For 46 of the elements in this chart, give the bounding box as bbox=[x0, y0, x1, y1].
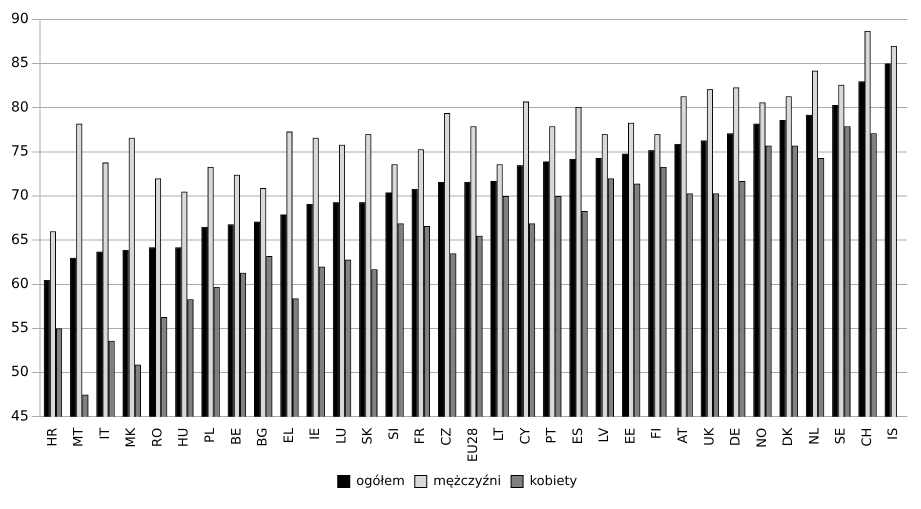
x-tick-label: MT bbox=[72, 428, 87, 447]
x-tick-label: FR bbox=[413, 428, 428, 444]
legend-label: ogółem bbox=[356, 474, 405, 489]
y-tick-label: 80 bbox=[10, 99, 29, 116]
x-tick-label: AT bbox=[676, 428, 692, 444]
x-tick-label: RO bbox=[150, 428, 166, 447]
x-tick-label: NL bbox=[807, 426, 822, 445]
x-tick-label: MK bbox=[124, 427, 140, 448]
x-tick-label: LT bbox=[492, 428, 508, 442]
x-tick-label: CH bbox=[860, 428, 875, 447]
y-tick-label: 50 bbox=[10, 364, 29, 380]
x-tick-label: EU28 bbox=[466, 428, 481, 462]
x-tick-label: DE bbox=[728, 428, 744, 446]
x-tick-label: LU bbox=[334, 428, 350, 444]
x-tick-label: CZ bbox=[440, 428, 455, 446]
x-tick-label: IT bbox=[98, 428, 113, 440]
y-tick-label: 65 bbox=[10, 232, 29, 248]
x-tick-label: SI bbox=[386, 428, 402, 440]
x-tick-label: UK bbox=[702, 427, 718, 446]
x-tick-label: HR bbox=[45, 428, 60, 447]
x-tick-label: LV bbox=[597, 428, 612, 442]
x-tick-label: PT bbox=[544, 428, 560, 444]
x-tick-label: EL bbox=[282, 426, 297, 444]
legend-label: kobiety bbox=[530, 474, 578, 489]
y-tick-label: 90 bbox=[10, 11, 29, 28]
x-tick-label: CY bbox=[518, 428, 534, 445]
x-tick-label: IE bbox=[308, 428, 324, 440]
x-tick-label: ES bbox=[570, 428, 586, 444]
y-tick-label: 55 bbox=[10, 320, 29, 336]
x-tick-label: IS bbox=[886, 428, 902, 440]
y-tick-label: 75 bbox=[10, 143, 29, 160]
x-tick-label: HU bbox=[176, 428, 192, 448]
y-tick-label: 70 bbox=[10, 188, 29, 204]
y-tick-label: 60 bbox=[10, 276, 29, 292]
x-tick-label: FI bbox=[650, 428, 665, 440]
x-tick-label: NO bbox=[754, 428, 770, 448]
x-tick-label: BE bbox=[229, 428, 244, 445]
y-tick-label: 45 bbox=[10, 408, 29, 424]
x-tick-label: PL bbox=[203, 426, 218, 443]
x-tick-label: EE bbox=[623, 428, 638, 444]
x-tick-label: SE bbox=[834, 428, 849, 444]
x-tick-label: DK bbox=[781, 427, 796, 446]
legend-label: mężczyźni bbox=[433, 474, 502, 489]
x-tick-label: BG bbox=[256, 428, 271, 446]
x-tick-label: SK bbox=[360, 427, 376, 445]
y-tick-label: 85 bbox=[10, 55, 29, 72]
